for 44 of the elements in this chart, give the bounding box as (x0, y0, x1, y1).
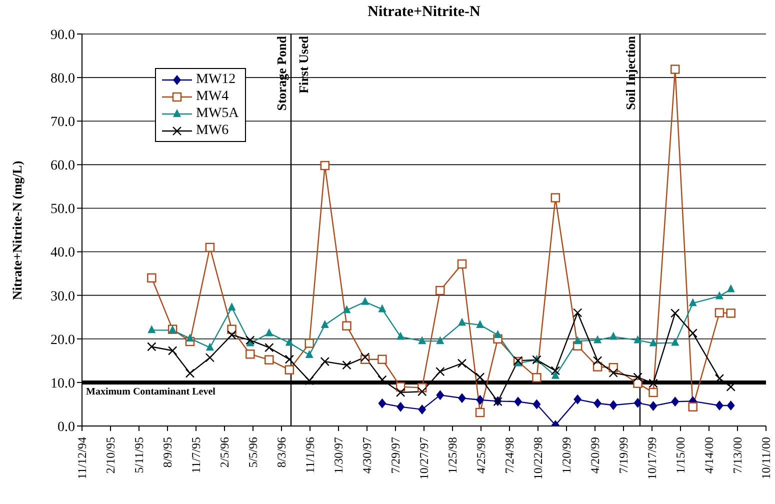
x-tick-label: 4/14/00 (702, 437, 716, 474)
x-tick-label: 4/25/98 (474, 437, 488, 474)
legend-label: MW12 (196, 71, 236, 88)
x-tick-label: 7/24/98 (502, 437, 516, 474)
x-tick-label: 5/5/96 (246, 437, 260, 468)
y-tick-label: 50.0 (50, 202, 75, 218)
x-tick-label: 11/1/96 (303, 437, 317, 474)
x-tick-label: 7/29/97 (388, 437, 402, 474)
legend-label: MW4 (196, 88, 229, 105)
y-tick-label: 20.0 (50, 332, 75, 348)
y-tick-label: 0.0 (58, 420, 75, 435)
legend-label: MW6 (196, 122, 229, 139)
x-tick-label: 4/20/99 (588, 437, 602, 474)
y-tick-label: 30.0 (50, 289, 75, 304)
legend-label: MW5A (196, 105, 239, 122)
x-tick-label: 1/25/98 (446, 437, 460, 474)
ref-line-label: Soil Injection (622, 35, 638, 110)
x-tick-label: 11/7/95 (189, 437, 203, 474)
ref-line-label: Storage Pond First Used (274, 35, 311, 111)
y-tick-label: 80.0 (50, 72, 75, 87)
ref-line-label: Maximum Contaminant Level (86, 386, 216, 398)
x-tick-label: 8/3/96 (274, 437, 288, 468)
x-tick-label: 1/30/97 (332, 437, 346, 474)
y-axis-title: Nitrate+Nitrite-N (mg/L) (10, 160, 25, 300)
x-tick-label: 10/17/99 (645, 437, 659, 480)
x-tick-label: 10/22/98 (531, 437, 545, 480)
y-tick-label: 60.0 (50, 158, 75, 174)
x-tick-label: 1/20/99 (560, 437, 574, 474)
x-tick-label: 5/11/95 (132, 437, 146, 474)
chart-title: Nitrate+Nitrite-N (366, 4, 482, 21)
x-tick-label: 10/11/00 (759, 437, 773, 480)
x-tick-label: 10/27/97 (417, 437, 431, 480)
y-tick-label: 90.0 (50, 28, 75, 43)
y-tick-label: 40.0 (50, 246, 75, 261)
y-tick-label: 70.0 (50, 115, 75, 130)
x-tick-label: 11/12/94 (75, 437, 89, 480)
x-tick-label: 2/10/95 (104, 437, 118, 474)
x-tick-label: 4/30/97 (360, 437, 374, 474)
x-tick-label: 7/13/00 (730, 437, 744, 474)
y-tick-label: 10.0 (50, 376, 75, 392)
x-tick-label: 8/9/95 (160, 437, 174, 468)
x-tick-label: 7/19/99 (616, 437, 630, 474)
x-tick-label: 2/5/96 (218, 437, 232, 468)
x-tick-label: 1/15/00 (674, 437, 688, 474)
